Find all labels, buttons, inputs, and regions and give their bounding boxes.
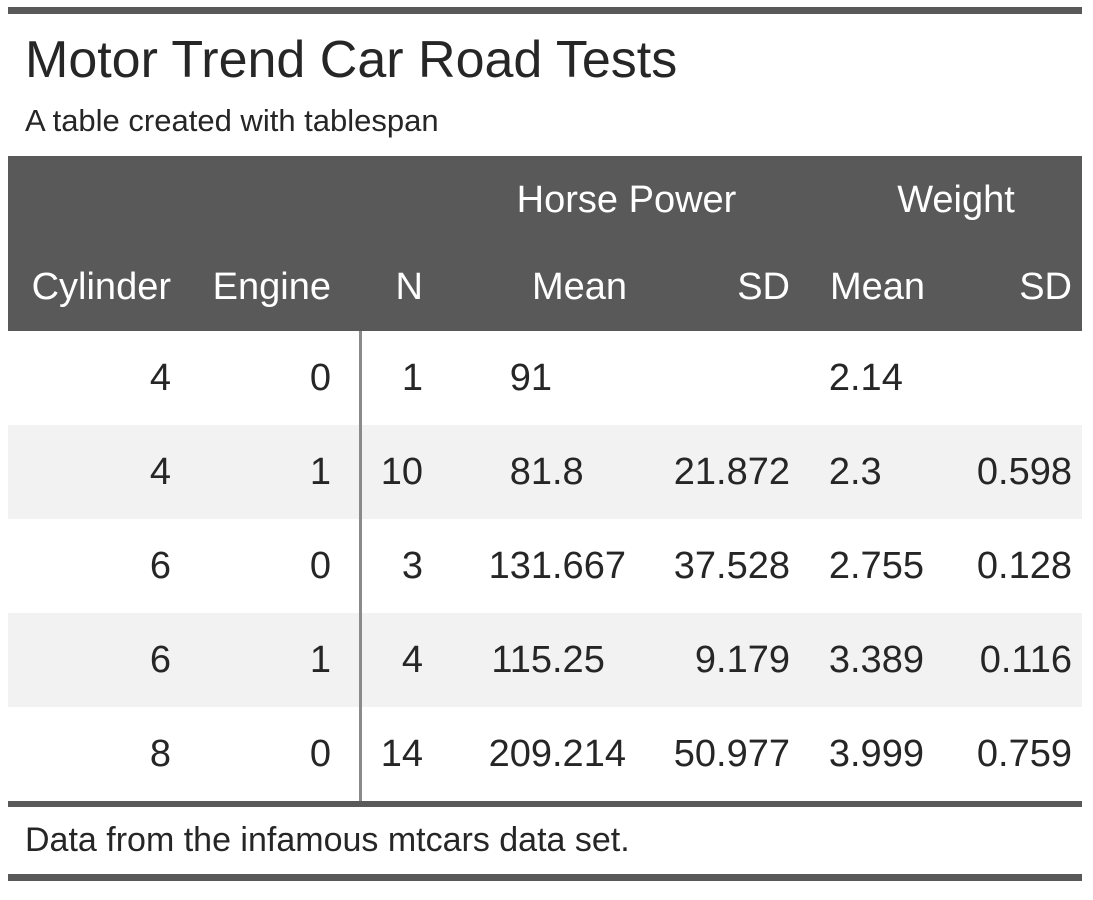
cell-cylinder: 4 (149, 450, 171, 493)
table-row: 8 0 14 209.214 50.977 3.999 0.759 (8, 707, 1082, 801)
cell-wt-sd (925, 331, 1082, 425)
column-header-cylinder: Cylinder (31, 266, 171, 308)
cell-hp-sd: 9.179 (694, 638, 790, 681)
cell-n: 4 (401, 638, 423, 681)
cell-engine: 1 (309, 450, 331, 493)
table-header: Horse Power Weight Cylinder Engine N Mea… (8, 156, 1082, 331)
cell-wt-mean: 3.389 (828, 638, 924, 681)
table-page: Motor Trend Car Road Tests A table creat… (8, 7, 1082, 881)
cell-cylinder: 6 (149, 544, 171, 587)
column-header-hp-sd: SD (737, 266, 790, 308)
cell-cylinder: 4 (149, 356, 171, 399)
column-header-engine: Engine (212, 266, 331, 308)
cell-hp-mean: 209.214 (488, 732, 626, 775)
cell-wt-sd: 0.128 (976, 544, 1072, 587)
cell-n: 14 (380, 732, 423, 775)
top-rule (8, 7, 1082, 14)
cell-wt-sd: 0.598 (976, 450, 1072, 493)
table-row: 4 0 1 91 2.14 (8, 331, 1082, 425)
spanner-spacer (8, 156, 423, 244)
table-row: 4 1 10 81.8 21.872 2.3 0.598 (8, 425, 1082, 519)
cell-wt-mean: 2.755 (828, 544, 924, 587)
cell-engine: 0 (309, 356, 331, 399)
cell-n: 1 (401, 356, 423, 399)
cell-hp-mean: 115.25 (491, 638, 605, 681)
table-row: 6 0 3 131.667 37.528 2.755 0.128 (8, 519, 1082, 613)
cell-wt-sd: 0.759 (976, 732, 1072, 775)
cell-wt-sd: 0.116 (979, 638, 1072, 681)
spanner-row: Horse Power Weight (8, 156, 1082, 244)
table-row: 6 1 4 115.25 9.179 3.389 0.116 (8, 613, 1082, 707)
column-divider (359, 331, 362, 801)
column-header-row: Cylinder Engine N Mean SD Mean SD (8, 244, 1082, 331)
cell-wt-mean: 2.3 (828, 450, 882, 493)
cell-hp-sd: 21.872 (673, 450, 790, 493)
spanner-weight: Weight (897, 178, 1015, 221)
cell-hp-mean: 91 (509, 356, 552, 399)
footer-rule (8, 801, 1082, 807)
column-header-wt-mean: Mean (829, 266, 925, 308)
page-subtitle: A table created with tablespan (25, 103, 439, 138)
column-header-wt-sd: SD (1019, 266, 1072, 308)
page-title: Motor Trend Car Road Tests (25, 31, 678, 89)
cell-hp-sd: 50.977 (673, 732, 790, 775)
table-body: 4 0 1 91 2.14 4 1 10 81.8 21.872 2.3 0.598 6 0 3 131.66… (8, 331, 1082, 801)
cell-engine: 0 (309, 732, 331, 775)
cell-cylinder: 8 (149, 732, 171, 775)
cell-hp-mean: 131.667 (488, 544, 626, 587)
cell-n: 10 (380, 450, 423, 493)
cell-wt-mean: 2.14 (828, 356, 903, 399)
cell-hp-mean: 81.8 (509, 450, 584, 493)
cell-engine: 0 (309, 544, 331, 587)
spanner-horse-power: Horse Power (516, 178, 737, 221)
cell-cylinder: 6 (149, 638, 171, 681)
column-header-hp-mean: Mean (531, 266, 627, 308)
cell-hp-sd: 37.528 (673, 544, 790, 587)
column-header-n: N (395, 266, 423, 308)
cell-n: 3 (401, 544, 423, 587)
cell-hp-sd (627, 331, 790, 425)
table-footnote: Data from the infamous mtcars data set. (25, 821, 630, 859)
cell-wt-mean: 3.999 (828, 732, 924, 775)
cell-engine: 1 (309, 638, 331, 681)
bottom-rule (8, 874, 1082, 881)
